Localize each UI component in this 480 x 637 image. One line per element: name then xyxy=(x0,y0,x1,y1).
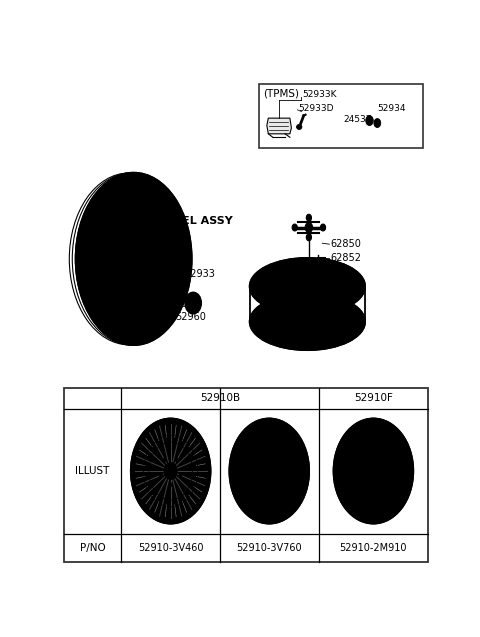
Text: 52933: 52933 xyxy=(185,269,216,278)
Circle shape xyxy=(365,459,382,483)
Ellipse shape xyxy=(76,173,192,345)
Text: P/NO: P/NO xyxy=(80,543,106,553)
Circle shape xyxy=(355,432,360,438)
Text: 52910F: 52910F xyxy=(354,393,393,403)
Circle shape xyxy=(398,447,403,454)
Circle shape xyxy=(403,468,407,474)
Circle shape xyxy=(265,466,273,476)
Circle shape xyxy=(305,222,312,233)
Text: ILLUST: ILLUST xyxy=(75,466,110,476)
Circle shape xyxy=(306,234,312,241)
Circle shape xyxy=(261,461,277,482)
Text: 52933D: 52933D xyxy=(298,104,334,113)
Ellipse shape xyxy=(143,261,147,268)
Ellipse shape xyxy=(297,124,302,129)
Polygon shape xyxy=(267,118,291,134)
Ellipse shape xyxy=(376,121,379,125)
Circle shape xyxy=(321,224,325,231)
Circle shape xyxy=(164,462,177,480)
Circle shape xyxy=(131,419,211,524)
Circle shape xyxy=(371,510,376,515)
Text: 52950: 52950 xyxy=(156,299,187,308)
Ellipse shape xyxy=(165,289,175,297)
Ellipse shape xyxy=(131,273,136,281)
Ellipse shape xyxy=(97,204,170,314)
Text: WHEEL ASSY: WHEEL ASSY xyxy=(153,216,233,226)
Ellipse shape xyxy=(168,291,172,295)
Text: 52934: 52934 xyxy=(377,104,406,113)
Circle shape xyxy=(175,458,178,462)
Text: 52960: 52960 xyxy=(175,311,205,322)
Circle shape xyxy=(387,432,391,438)
Ellipse shape xyxy=(138,240,143,248)
Ellipse shape xyxy=(374,118,381,127)
Circle shape xyxy=(185,292,202,314)
Bar xyxy=(64,388,428,562)
Ellipse shape xyxy=(103,240,111,252)
Ellipse shape xyxy=(146,219,154,231)
Ellipse shape xyxy=(250,293,365,350)
Ellipse shape xyxy=(125,247,142,271)
Circle shape xyxy=(371,427,376,433)
Text: 52910-3V760: 52910-3V760 xyxy=(237,543,302,553)
Text: 62850: 62850 xyxy=(330,239,361,249)
Ellipse shape xyxy=(170,274,176,278)
Ellipse shape xyxy=(114,287,121,299)
Circle shape xyxy=(344,489,348,495)
Circle shape xyxy=(167,466,174,476)
Circle shape xyxy=(280,474,283,478)
Ellipse shape xyxy=(130,295,137,307)
Bar xyxy=(259,84,423,148)
Ellipse shape xyxy=(114,219,121,231)
Circle shape xyxy=(268,486,271,490)
Circle shape xyxy=(340,468,344,474)
Circle shape xyxy=(190,298,197,308)
Ellipse shape xyxy=(120,261,125,268)
Circle shape xyxy=(361,450,367,457)
Circle shape xyxy=(306,214,312,221)
Circle shape xyxy=(163,458,166,462)
Circle shape xyxy=(371,489,376,496)
Ellipse shape xyxy=(103,266,111,278)
Ellipse shape xyxy=(156,240,164,252)
Circle shape xyxy=(368,464,379,478)
Text: 52910-2M910: 52910-2M910 xyxy=(340,543,407,553)
Text: 52910-3V460: 52910-3V460 xyxy=(138,543,204,553)
Ellipse shape xyxy=(366,116,373,125)
Text: 24537: 24537 xyxy=(344,115,372,124)
Circle shape xyxy=(398,489,403,495)
Circle shape xyxy=(255,474,259,478)
Circle shape xyxy=(344,447,348,454)
Ellipse shape xyxy=(130,211,137,222)
Ellipse shape xyxy=(146,287,154,299)
Circle shape xyxy=(355,504,360,510)
Circle shape xyxy=(355,474,361,482)
Ellipse shape xyxy=(299,282,316,290)
Ellipse shape xyxy=(129,252,138,266)
Circle shape xyxy=(159,473,162,477)
Circle shape xyxy=(275,455,278,459)
Circle shape xyxy=(260,455,264,459)
Circle shape xyxy=(292,224,297,231)
Circle shape xyxy=(229,419,309,524)
Text: 62852: 62852 xyxy=(330,253,361,263)
Text: 52910B: 52910B xyxy=(200,393,240,403)
Circle shape xyxy=(371,468,376,475)
Circle shape xyxy=(334,419,413,524)
Circle shape xyxy=(380,450,386,457)
Circle shape xyxy=(387,504,391,510)
Circle shape xyxy=(386,474,392,482)
Text: 52933K: 52933K xyxy=(302,90,337,99)
Ellipse shape xyxy=(250,258,365,315)
Text: (TPMS): (TPMS) xyxy=(263,89,299,99)
Ellipse shape xyxy=(124,240,129,248)
Circle shape xyxy=(169,483,172,487)
Ellipse shape xyxy=(156,266,164,278)
Circle shape xyxy=(179,473,182,477)
Ellipse shape xyxy=(290,313,324,330)
